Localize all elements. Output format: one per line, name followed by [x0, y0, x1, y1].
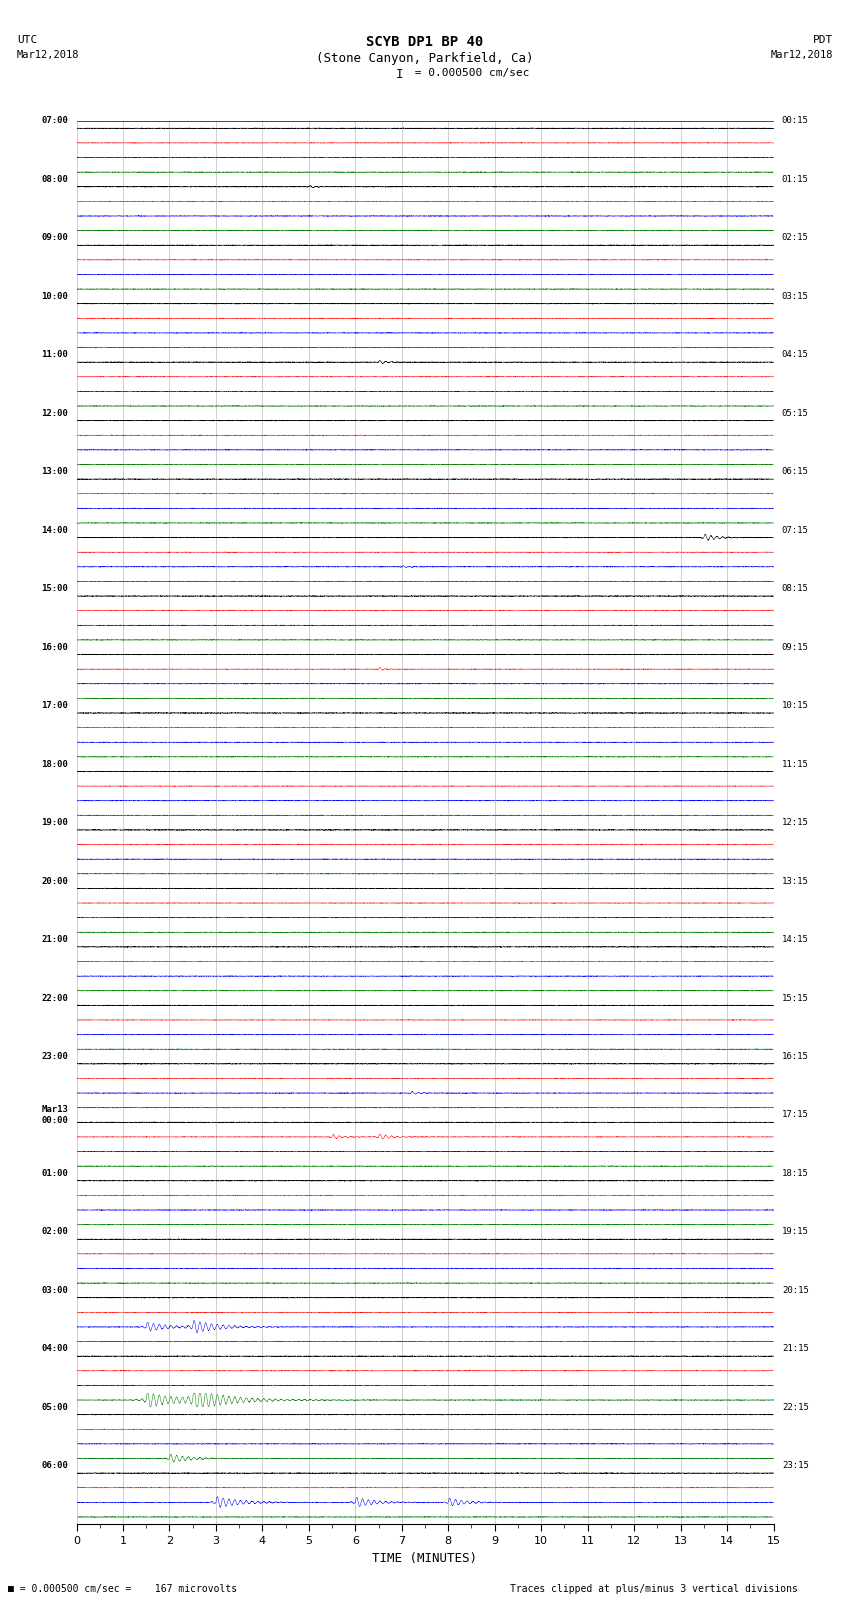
Text: Mar13: Mar13: [42, 1105, 68, 1115]
Text: 13:00: 13:00: [42, 468, 68, 476]
Text: 19:00: 19:00: [42, 818, 68, 827]
Text: 16:00: 16:00: [42, 642, 68, 652]
Text: 05:15: 05:15: [782, 408, 808, 418]
Text: 06:15: 06:15: [782, 468, 808, 476]
Text: PDT: PDT: [813, 35, 833, 45]
X-axis label: TIME (MINUTES): TIME (MINUTES): [372, 1552, 478, 1565]
Text: 10:15: 10:15: [782, 702, 808, 710]
Text: 09:15: 09:15: [782, 642, 808, 652]
Text: Mar12,2018: Mar12,2018: [770, 50, 833, 60]
Text: 14:15: 14:15: [782, 936, 808, 944]
Text: 06:00: 06:00: [42, 1461, 68, 1471]
Text: 14:00: 14:00: [42, 526, 68, 536]
Text: 04:00: 04:00: [42, 1344, 68, 1353]
Text: I: I: [396, 68, 403, 81]
Text: 01:00: 01:00: [42, 1169, 68, 1177]
Text: 01:15: 01:15: [782, 174, 808, 184]
Text: 10:00: 10:00: [42, 292, 68, 302]
Text: 23:00: 23:00: [42, 1052, 68, 1061]
Text: ■ = 0.000500 cm/sec =    167 microvolts: ■ = 0.000500 cm/sec = 167 microvolts: [8, 1584, 238, 1594]
Text: Mar12,2018: Mar12,2018: [17, 50, 80, 60]
Text: 16:15: 16:15: [782, 1052, 808, 1061]
Text: SCYB DP1 BP 40: SCYB DP1 BP 40: [366, 35, 484, 50]
Text: 13:15: 13:15: [782, 876, 808, 886]
Text: 15:00: 15:00: [42, 584, 68, 594]
Text: 17:00: 17:00: [42, 702, 68, 710]
Text: 17:15: 17:15: [782, 1110, 808, 1119]
Text: 00:00: 00:00: [42, 1116, 68, 1124]
Text: 20:15: 20:15: [782, 1286, 808, 1295]
Text: 21:00: 21:00: [42, 936, 68, 944]
Text: 11:00: 11:00: [42, 350, 68, 360]
Text: 08:00: 08:00: [42, 174, 68, 184]
Text: 11:15: 11:15: [782, 760, 808, 769]
Text: 19:15: 19:15: [782, 1227, 808, 1237]
Text: 23:15: 23:15: [782, 1461, 808, 1471]
Text: 03:15: 03:15: [782, 292, 808, 302]
Text: = 0.000500 cm/sec: = 0.000500 cm/sec: [408, 68, 530, 77]
Text: 20:00: 20:00: [42, 876, 68, 886]
Text: 02:15: 02:15: [782, 234, 808, 242]
Text: 00:15: 00:15: [782, 116, 808, 126]
Text: 05:00: 05:00: [42, 1403, 68, 1411]
Text: 09:00: 09:00: [42, 234, 68, 242]
Text: 08:15: 08:15: [782, 584, 808, 594]
Text: 03:00: 03:00: [42, 1286, 68, 1295]
Text: 04:15: 04:15: [782, 350, 808, 360]
Text: 18:15: 18:15: [782, 1169, 808, 1177]
Text: 18:00: 18:00: [42, 760, 68, 769]
Text: 07:15: 07:15: [782, 526, 808, 536]
Text: 21:15: 21:15: [782, 1344, 808, 1353]
Text: 12:15: 12:15: [782, 818, 808, 827]
Text: UTC: UTC: [17, 35, 37, 45]
Text: 15:15: 15:15: [782, 994, 808, 1003]
Text: Traces clipped at plus/minus 3 vertical divisions: Traces clipped at plus/minus 3 vertical …: [510, 1584, 798, 1594]
Text: (Stone Canyon, Parkfield, Ca): (Stone Canyon, Parkfield, Ca): [316, 52, 534, 65]
Text: 12:00: 12:00: [42, 408, 68, 418]
Text: 22:15: 22:15: [782, 1403, 808, 1411]
Text: 22:00: 22:00: [42, 994, 68, 1003]
Text: 07:00: 07:00: [42, 116, 68, 126]
Text: 02:00: 02:00: [42, 1227, 68, 1237]
